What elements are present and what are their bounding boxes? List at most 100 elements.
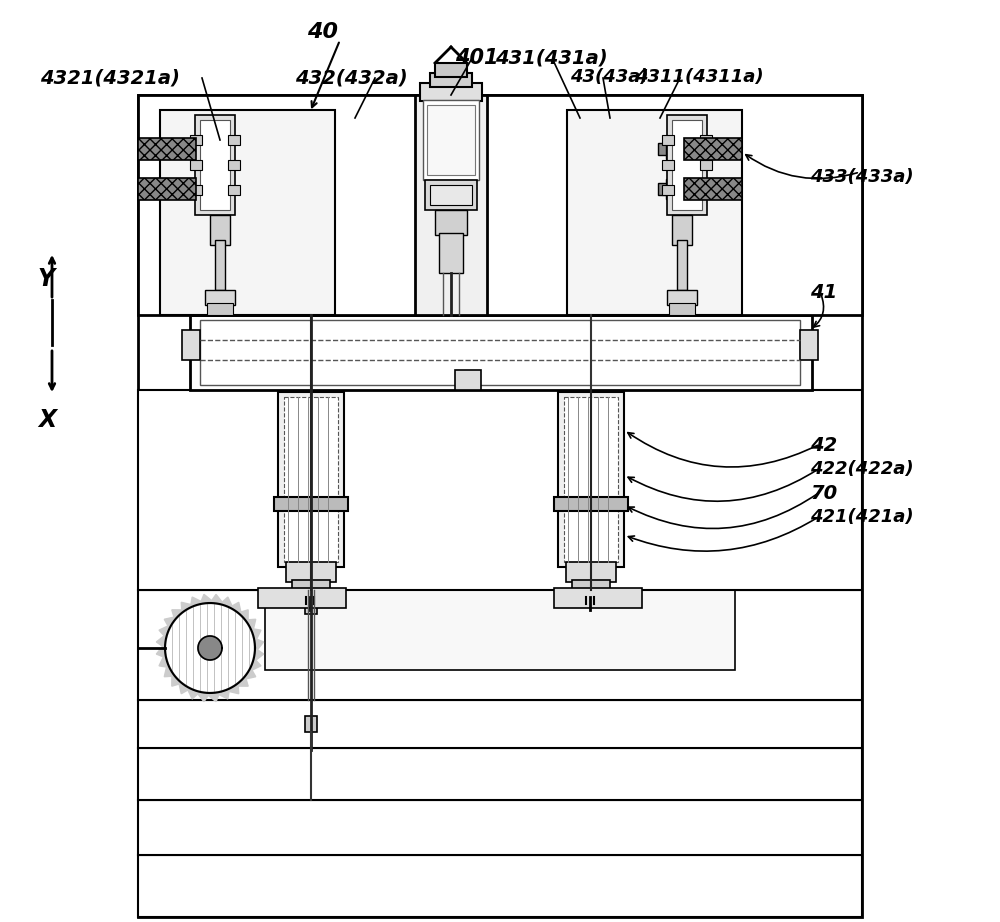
Polygon shape	[172, 672, 182, 686]
Text: 433(433a): 433(433a)	[810, 168, 914, 186]
Text: 432(432a): 432(432a)	[295, 68, 408, 87]
Polygon shape	[238, 609, 248, 624]
Text: 70: 70	[810, 484, 837, 503]
Bar	[430, 185, 472, 205]
Text: X: X	[38, 408, 56, 432]
Bar	[228, 160, 240, 170]
Bar	[666, 139, 684, 159]
Bar	[228, 135, 240, 145]
Bar	[138, 590, 862, 700]
Bar	[572, 580, 610, 598]
Bar	[669, 303, 695, 315]
Text: 40: 40	[307, 22, 338, 42]
Bar	[207, 303, 233, 315]
Polygon shape	[186, 686, 200, 699]
Bar	[667, 115, 707, 215]
Polygon shape	[195, 691, 210, 702]
Bar	[700, 160, 712, 170]
Bar	[684, 138, 742, 160]
Bar	[138, 748, 862, 800]
Text: 401: 401	[455, 48, 498, 68]
Bar	[435, 63, 467, 77]
Text: Y: Y	[38, 267, 55, 291]
Bar	[265, 590, 735, 670]
Bar	[138, 138, 196, 160]
Polygon shape	[164, 616, 178, 629]
Bar	[215, 240, 225, 290]
Bar	[455, 370, 481, 390]
Bar	[420, 83, 482, 101]
Polygon shape	[159, 653, 169, 668]
Polygon shape	[210, 595, 225, 606]
Bar	[439, 233, 463, 273]
Polygon shape	[230, 602, 242, 616]
Bar	[138, 700, 862, 748]
Bar	[667, 290, 697, 305]
Text: 421(421a): 421(421a)	[810, 508, 914, 526]
Bar	[564, 397, 618, 562]
Bar	[190, 135, 202, 145]
Text: 4321(4321a): 4321(4321a)	[40, 68, 180, 87]
Polygon shape	[251, 629, 261, 643]
Polygon shape	[205, 692, 220, 702]
Text: 42: 42	[810, 436, 837, 455]
Polygon shape	[159, 624, 172, 638]
Bar	[658, 183, 666, 195]
Bar	[196, 139, 214, 159]
Polygon shape	[156, 633, 168, 648]
Polygon shape	[190, 597, 205, 608]
Bar	[305, 592, 317, 614]
Bar	[305, 716, 317, 732]
Polygon shape	[164, 663, 175, 677]
Bar	[284, 397, 338, 562]
Bar	[658, 143, 666, 155]
Bar	[138, 855, 862, 917]
Bar	[195, 115, 235, 215]
Bar	[286, 562, 336, 582]
Polygon shape	[178, 680, 190, 693]
Text: 431(431a): 431(431a)	[495, 48, 608, 67]
Bar	[205, 290, 235, 305]
Polygon shape	[156, 643, 166, 658]
Bar	[228, 185, 240, 195]
Polygon shape	[172, 609, 186, 620]
Bar	[292, 580, 330, 598]
Polygon shape	[234, 676, 248, 686]
Bar	[558, 392, 624, 567]
Polygon shape	[200, 595, 215, 604]
Bar	[435, 210, 467, 235]
Bar	[182, 330, 200, 360]
Bar	[700, 185, 712, 195]
Bar	[662, 160, 674, 170]
Bar	[190, 315, 812, 390]
Bar	[430, 73, 472, 87]
Circle shape	[198, 636, 222, 660]
Bar	[423, 100, 479, 180]
Polygon shape	[220, 597, 234, 609]
Bar	[274, 497, 348, 511]
Bar	[672, 215, 692, 245]
Polygon shape	[254, 638, 264, 653]
Bar	[210, 215, 230, 245]
Bar	[200, 120, 230, 210]
Bar	[138, 95, 862, 917]
Bar	[427, 105, 475, 175]
Bar	[800, 330, 818, 360]
Polygon shape	[248, 658, 261, 672]
Polygon shape	[181, 602, 195, 613]
Bar	[190, 160, 202, 170]
Bar	[278, 392, 344, 567]
Polygon shape	[215, 689, 230, 699]
Bar	[190, 185, 202, 195]
Bar	[554, 497, 628, 511]
Bar	[700, 135, 712, 145]
Polygon shape	[245, 620, 256, 633]
Bar	[138, 390, 862, 590]
Text: 422(422a): 422(422a)	[810, 460, 914, 478]
Bar	[138, 95, 862, 315]
Bar	[662, 185, 674, 195]
Bar	[567, 110, 742, 315]
Text: 4311(4311a): 4311(4311a)	[635, 68, 764, 86]
Bar	[196, 179, 214, 199]
Bar	[258, 588, 346, 608]
